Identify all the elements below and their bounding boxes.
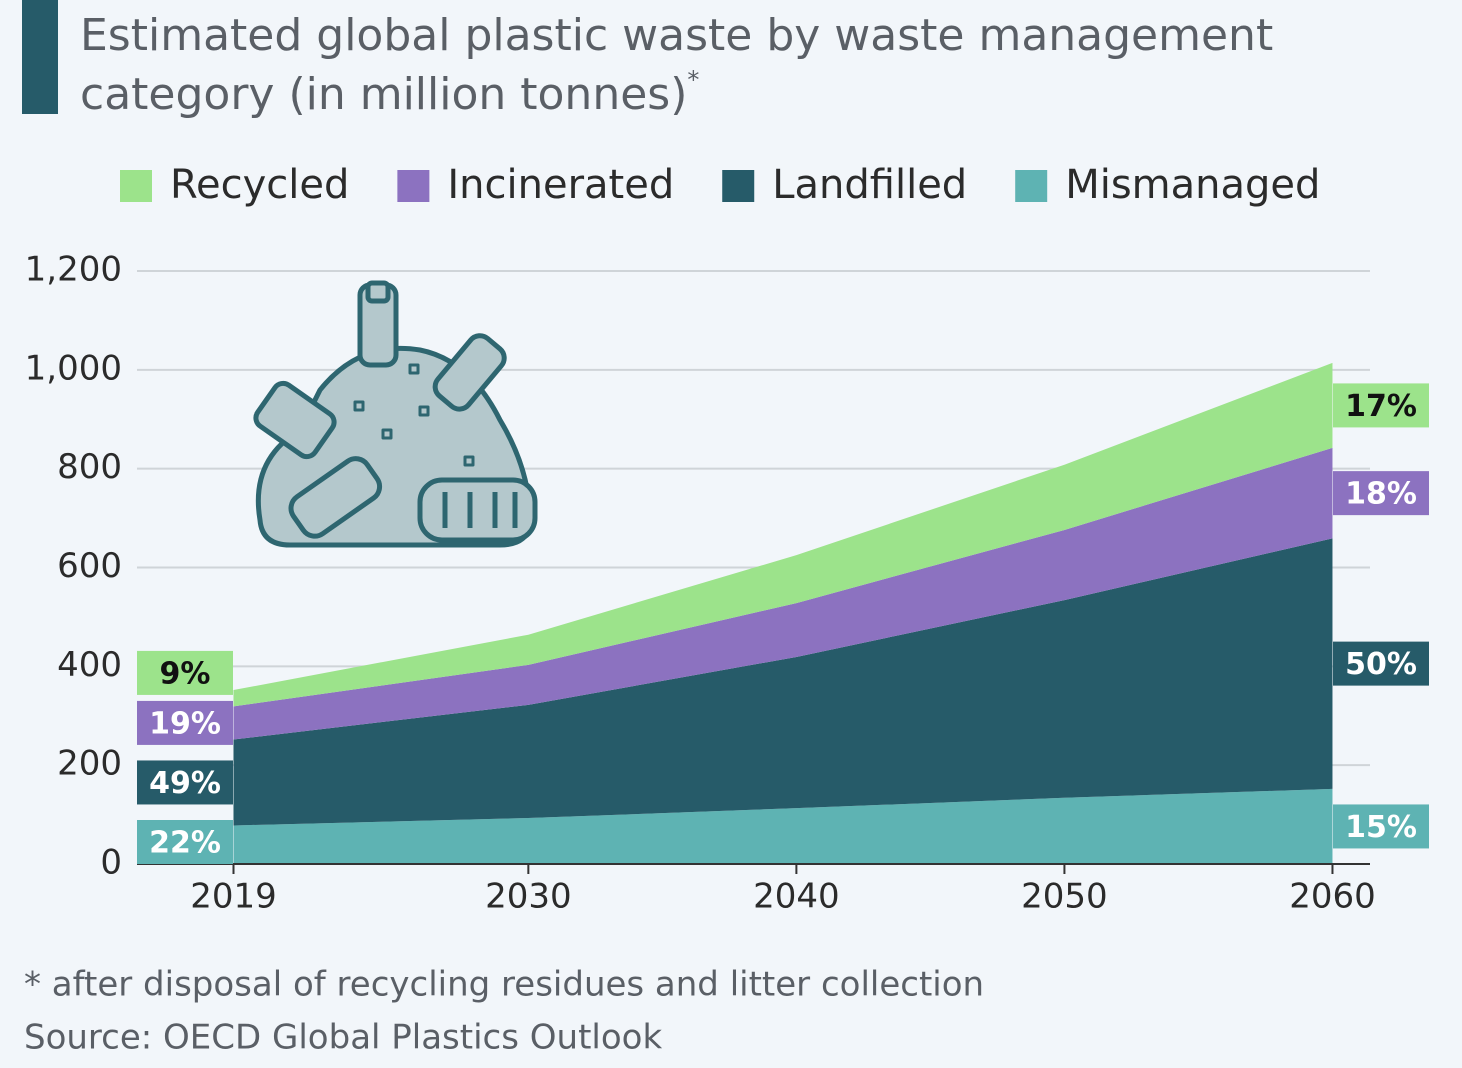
title-mark: * [687, 66, 699, 94]
share-label: 19% [149, 706, 221, 741]
share-box [1333, 641, 1429, 686]
x-tick-label: 2040 [753, 877, 840, 917]
legend-swatch [120, 170, 152, 202]
legend-label: Mismanaged [1065, 162, 1320, 208]
footnote: * after disposal of recycling residues a… [24, 965, 984, 1005]
share-box [137, 760, 233, 805]
share-label: 18% [1345, 477, 1417, 512]
legend-swatch [1015, 170, 1048, 202]
y-tick-label: 200 [57, 744, 122, 784]
title-line: Estimated global plastic waste by waste … [80, 10, 1273, 61]
share-label: 15% [1345, 810, 1417, 845]
area [233, 788, 1333, 864]
share-label: 49% [149, 766, 221, 801]
legend-label: Incinerated [447, 162, 674, 208]
share-label: 50% [1345, 647, 1417, 682]
legend-swatch [722, 170, 755, 202]
share-box [1333, 804, 1429, 849]
share-label: 17% [1345, 389, 1417, 424]
share-label: 22% [149, 826, 221, 861]
area [233, 538, 1333, 826]
y-tick-label: 0 [100, 843, 122, 883]
y-tick-label: 1,200 [25, 250, 122, 290]
y-tick-label: 400 [57, 645, 122, 685]
share-box [137, 820, 233, 864]
share-box [137, 650, 233, 695]
y-tick-label: 600 [57, 546, 122, 586]
title-line: category (in million tonnes) [80, 69, 687, 120]
chart-title: Estimated global plastic waste by waste … [80, 10, 1273, 120]
y-tick-label: 1,000 [25, 348, 122, 388]
share-label: 9% [160, 656, 211, 691]
title-bar [22, 0, 58, 114]
plastic-icon [253, 280, 538, 548]
area [233, 447, 1333, 740]
x-tick-label: 2050 [1021, 877, 1108, 917]
share-box [137, 700, 233, 745]
x-tick-label: 2030 [485, 877, 572, 917]
source: Source: OECD Global Plastics Outlook [24, 1018, 662, 1058]
x-tick-label: 2060 [1289, 877, 1376, 917]
legend-swatch [397, 170, 430, 202]
x-tick-label: 2019 [190, 877, 277, 917]
area [233, 362, 1333, 707]
share-box [1333, 471, 1429, 516]
legend-label: Recycled [170, 162, 349, 208]
legend-label: Landfilled [772, 162, 967, 208]
share-box [1333, 383, 1429, 428]
y-tick-label: 800 [57, 447, 122, 487]
